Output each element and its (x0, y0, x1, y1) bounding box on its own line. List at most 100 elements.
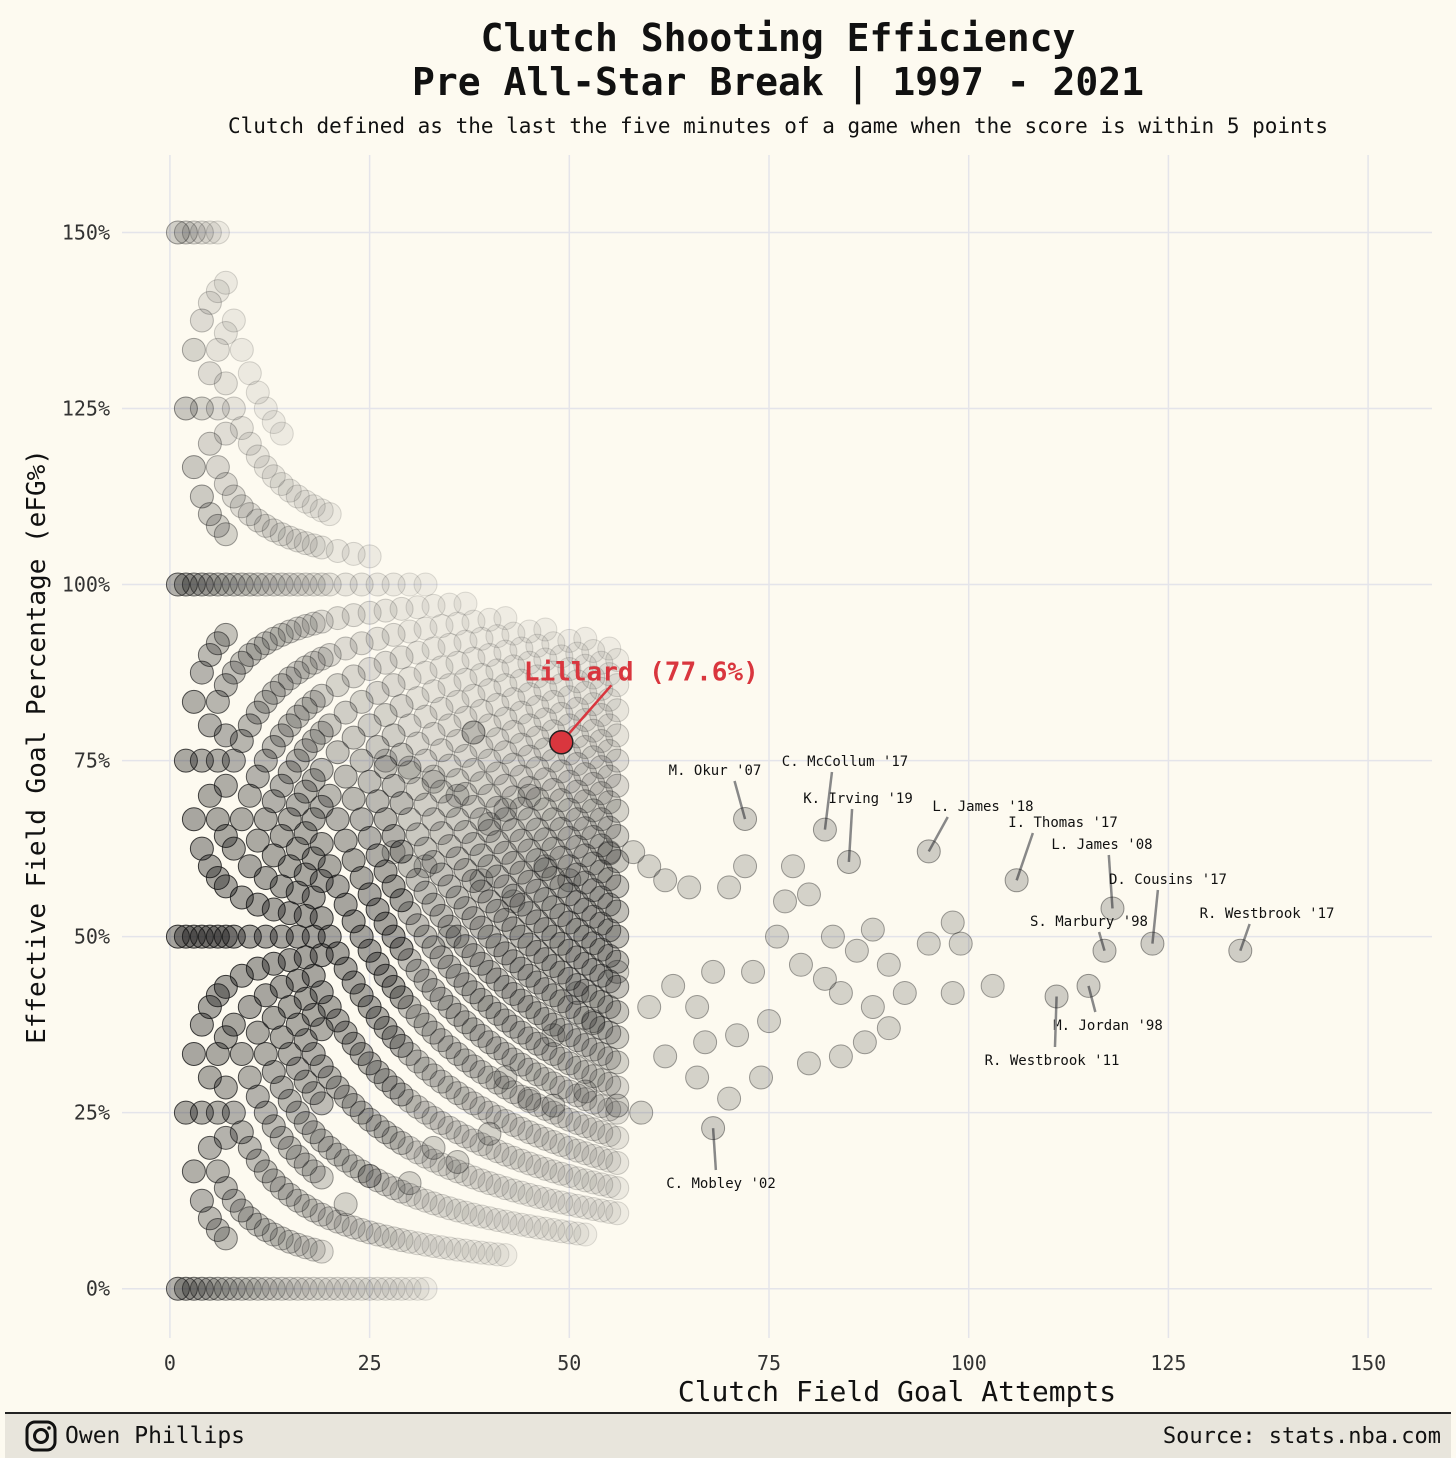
data-point (741, 959, 766, 984)
data-point (421, 679, 446, 704)
data-point (533, 827, 558, 852)
data-point (605, 924, 630, 949)
data-point (605, 647, 630, 672)
data-point (221, 396, 246, 421)
data-point (557, 1164, 582, 1189)
data-point (285, 616, 310, 641)
data-point (509, 700, 534, 725)
data-point (501, 752, 526, 777)
data-point (261, 680, 286, 705)
data-point (541, 1012, 566, 1037)
data-point (285, 836, 310, 861)
data-point (525, 1184, 550, 1209)
data-point (413, 836, 438, 861)
data-point (381, 1075, 406, 1100)
data-point (445, 689, 470, 714)
data-point (565, 1083, 590, 1108)
data-point (549, 816, 574, 841)
data-point (565, 1166, 590, 1191)
x-axis-label: Clutch Field Goal Attempts (678, 1375, 1116, 1408)
data-point (189, 220, 214, 245)
footer-author: Owen Phillips (25, 1420, 245, 1452)
data-point (413, 1144, 438, 1169)
data-point (469, 735, 494, 760)
data-point (501, 818, 526, 843)
data-point (493, 673, 518, 698)
data-point (581, 1064, 606, 1089)
data-point (221, 1276, 246, 1301)
data-point (573, 680, 598, 705)
data-point (285, 880, 310, 905)
data-point (253, 1159, 278, 1184)
data-point (301, 885, 326, 910)
data-point (509, 732, 534, 757)
data-point (421, 1191, 446, 1216)
data-point (605, 723, 630, 748)
data-point (557, 628, 582, 653)
data-point (277, 525, 302, 550)
data-point (429, 821, 454, 846)
data-point (533, 677, 558, 702)
data-point (269, 673, 294, 698)
data-point (189, 1188, 214, 1213)
data-point (581, 665, 606, 690)
data-point (261, 951, 286, 976)
data-point (349, 1041, 374, 1066)
data-point (341, 970, 366, 995)
data-point (349, 924, 374, 949)
data-point (381, 673, 406, 698)
data-point (253, 983, 278, 1008)
data-point (381, 1176, 406, 1201)
data-point (541, 777, 566, 802)
data-point (541, 1100, 566, 1125)
leader-line (733, 780, 747, 820)
data-point (605, 748, 630, 773)
data-point (533, 647, 558, 672)
data-point (413, 792, 438, 817)
data-point (213, 1226, 238, 1251)
data-point (205, 572, 230, 597)
data-point (549, 960, 574, 985)
data-point (325, 740, 350, 765)
data-point (381, 1276, 406, 1301)
data-point (485, 761, 510, 786)
data-point (277, 1041, 302, 1066)
point-label: C. Mobley '02 (666, 1176, 776, 1192)
data-point (605, 959, 630, 984)
data-point (828, 1044, 853, 1069)
data-point (565, 752, 590, 777)
data-point (597, 815, 622, 840)
data-point (309, 535, 334, 560)
data-point (413, 1188, 438, 1213)
data-point (357, 657, 382, 682)
data-point (501, 1047, 526, 1072)
data-point (597, 636, 622, 661)
data-point (517, 1057, 542, 1082)
data-point (245, 444, 270, 469)
data-point (429, 655, 454, 680)
data-point (469, 626, 494, 651)
data-point (197, 642, 222, 667)
data-point (229, 729, 254, 754)
data-point (277, 1182, 302, 1207)
data-point (277, 478, 302, 503)
data-point (181, 337, 206, 362)
data-point (341, 1215, 366, 1240)
data-point (469, 698, 494, 723)
point-label: L. James '18 (932, 799, 1033, 815)
x-tick-label: 100 (951, 1351, 987, 1375)
data-point (421, 721, 446, 746)
data-point (357, 938, 382, 963)
data-point (525, 939, 550, 964)
data-point (469, 1096, 494, 1121)
data-point (557, 826, 582, 851)
y-tick-label: 125% (62, 397, 110, 421)
data-point (309, 831, 334, 856)
data-point (589, 729, 614, 754)
data-point (509, 828, 534, 853)
data-point (197, 1206, 222, 1231)
data-point (357, 1164, 382, 1189)
data-point (229, 650, 254, 675)
data-point (469, 1204, 494, 1229)
data-point (876, 952, 901, 977)
